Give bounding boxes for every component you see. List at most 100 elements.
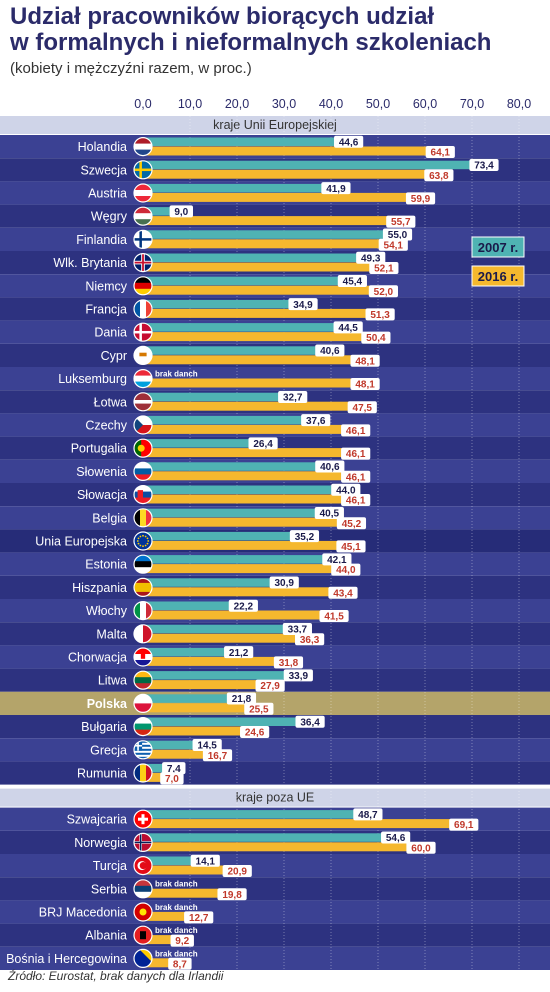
- legend-2016-swatch: [471, 265, 525, 287]
- value-label-2007: 32,7: [283, 393, 303, 404]
- value-label-2007: 37,6: [306, 416, 326, 427]
- value-label-2016-bg: [240, 726, 270, 738]
- value-label-2007-bg: [333, 321, 363, 334]
- value-label-2007-bg: [162, 762, 186, 775]
- value-label-2016-bg: [350, 354, 380, 367]
- flag-it-icon: [133, 600, 153, 621]
- country-label: Norwegia: [74, 836, 127, 850]
- bar-2007: [143, 323, 353, 332]
- value-label-2007-bg: [314, 506, 344, 519]
- no-data-label: brak danch: [155, 880, 198, 889]
- bar-2016: [143, 772, 176, 782]
- country-label: Polska: [87, 697, 128, 711]
- bar-2007: [143, 671, 303, 680]
- no-data-label: brak danch: [155, 903, 198, 912]
- bar-2016: [143, 680, 275, 690]
- value-label-2016: 69,1: [454, 820, 474, 831]
- value-label-2016: 51,3: [370, 310, 390, 321]
- row-background: [0, 691, 550, 715]
- value-label-2007-bg: [331, 483, 361, 496]
- flag-es-icon: [133, 577, 153, 598]
- bar-2016: [143, 355, 370, 365]
- value-label-2016-bg: [328, 586, 358, 599]
- row-background: [0, 923, 550, 947]
- value-label-2016: 54,1: [384, 240, 404, 251]
- country-label: Austria: [88, 187, 127, 201]
- bar-2016: [143, 958, 184, 968]
- bar-2007: [143, 253, 375, 262]
- value-label-2007: 44,5: [338, 323, 358, 334]
- country-label: Estonia: [85, 558, 127, 572]
- bar-2007: [143, 299, 308, 309]
- country-label: Rumunia: [77, 767, 127, 781]
- flag-hr-icon: [133, 647, 153, 667]
- value-label-2007-bg: [295, 715, 325, 728]
- bar-2016: [143, 703, 263, 713]
- value-label-2016-bg: [347, 401, 377, 414]
- flag-de-icon: [133, 276, 153, 296]
- flag-rs-icon: [133, 879, 153, 899]
- value-label-2007-bg: [315, 344, 345, 357]
- value-label-2016-bg: [319, 610, 349, 622]
- country-label: Serbia: [91, 882, 127, 896]
- bar-2007: [143, 694, 246, 703]
- value-label-2016: 64,1: [431, 148, 451, 159]
- x-tick-label: 70,0: [460, 97, 484, 111]
- value-label-2007: 49,3: [361, 253, 381, 264]
- bar-2007: [143, 555, 341, 564]
- legend-2007-swatch: [471, 236, 525, 258]
- chart-title-line-1: Udział pracowników biorących udział: [10, 3, 435, 30]
- section-label: kraje poza UE: [236, 791, 315, 805]
- value-label-2007: 14,1: [196, 856, 216, 867]
- x-tick-label: 80,0: [507, 97, 531, 111]
- bar-2016: [143, 842, 425, 852]
- value-label-2007-bg: [226, 692, 257, 705]
- country-label: Unia Europejska: [35, 535, 127, 549]
- value-label-2007: 54,6: [386, 833, 406, 844]
- value-label-2007-bg: [224, 646, 254, 659]
- bar-2016: [143, 494, 360, 504]
- bar-2016: [143, 448, 360, 458]
- value-label-2016-bg: [425, 146, 455, 158]
- bar-2007: [143, 647, 243, 657]
- bar-2016: [143, 192, 425, 202]
- value-label-2007-bg: [248, 437, 278, 450]
- bar-2007: [143, 276, 357, 286]
- row-background: [0, 854, 550, 878]
- bar-2007: [143, 856, 210, 865]
- bar-2016: [143, 285, 388, 295]
- bar-2007: [143, 137, 353, 146]
- value-label-2016: 24,6: [245, 728, 265, 739]
- country-label: Finlandia: [76, 233, 127, 247]
- value-label-2007: 44,6: [339, 137, 359, 148]
- value-label-2007: 73,4: [474, 161, 494, 172]
- x-tick-label: 30,0: [272, 97, 296, 111]
- bar-2016: [143, 332, 380, 342]
- value-label-2016-bg: [405, 192, 436, 205]
- country-label: Włochy: [86, 604, 128, 618]
- value-label-2016-bg: [170, 934, 194, 947]
- value-label-2016: 45,2: [342, 519, 362, 530]
- value-label-2016: 20,9: [227, 867, 247, 878]
- flag-pl-icon: [133, 693, 153, 714]
- section-label: kraje Unii Europejskiej: [213, 118, 337, 132]
- flag-cy-icon: [133, 345, 153, 365]
- country-label: Słowenia: [76, 465, 127, 479]
- country-label: Luksemburg: [58, 372, 127, 386]
- value-label-2016: 55,7: [391, 217, 411, 228]
- country-label: Łotwa: [94, 395, 127, 409]
- bar-2016: [143, 726, 259, 736]
- bar-2016: [143, 169, 443, 179]
- value-label-2007: 14,5: [197, 741, 217, 752]
- bar-2016: [143, 424, 360, 434]
- bar-2016: [143, 935, 187, 945]
- value-label-2016: 50,4: [366, 333, 386, 344]
- value-label-2007: 55,0: [388, 230, 408, 241]
- value-label-2016: 43,4: [333, 588, 353, 599]
- flag-ro-icon: [133, 763, 153, 783]
- bar-2016: [143, 216, 405, 226]
- value-label-2007: 21,2: [229, 648, 249, 659]
- value-label-2016: 46,1: [346, 426, 366, 437]
- flag-tr-icon: [133, 855, 153, 876]
